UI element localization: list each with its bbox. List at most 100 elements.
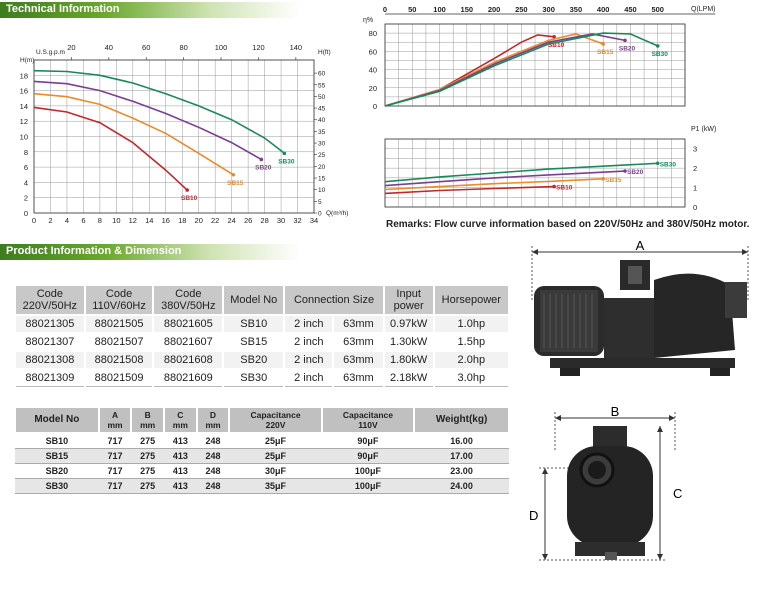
series-line <box>384 185 555 195</box>
table-cell: 88021605 <box>152 314 225 334</box>
table-cell: 88021609 <box>152 368 225 387</box>
series-line <box>384 32 659 107</box>
header-text: Model No <box>34 414 80 425</box>
y-tick-label: 2 <box>693 164 697 173</box>
table-cell: 88021308 <box>14 350 86 370</box>
series-end-marker <box>259 157 264 162</box>
banner-title: Technical Information <box>6 3 120 15</box>
header-text: 220V/50Hz <box>22 300 78 312</box>
series-end-marker <box>655 44 660 48</box>
series-end-marker <box>623 169 627 173</box>
banner-title: Product Information & Dimension <box>6 245 182 257</box>
x-tick-label: 100 <box>433 5 446 14</box>
table-cell: 23.00 <box>414 463 509 479</box>
secondary-y-tick-label: 30 <box>318 141 326 148</box>
y-axis-label: P1 (kW) <box>691 126 716 133</box>
y-tick-label: 0 <box>693 203 697 212</box>
column-header: Code 220V/50Hz <box>14 284 86 316</box>
series-line <box>33 80 262 161</box>
product-information-banner: Product Information & Dimension <box>0 244 300 260</box>
table-cell: 17.00 <box>414 448 509 464</box>
x-tick-label: 10 <box>112 216 120 225</box>
table-cell: 90μF <box>321 433 415 449</box>
series-end-marker <box>601 177 605 181</box>
column-header: Horsepower <box>432 284 511 316</box>
table-cell: 63mm <box>332 314 385 334</box>
table-cell: 1.0hp <box>432 314 511 334</box>
table-cell: 413 <box>164 463 197 479</box>
table-cell: 63mm <box>332 368 385 387</box>
series-label: SB15 <box>597 49 614 56</box>
table-cell: 30μF <box>229 463 322 479</box>
x-tick-label: 12 <box>129 216 137 225</box>
series-label: SB15 <box>227 180 244 187</box>
table-row: SB15 717 275 413 248 25μF 90μF 17.00 <box>15 448 509 464</box>
head-flow-chart: 0 2 4 6 8 10 12 14 16 18 20 22 24 26 28 30 32 34Q(m³/h)02… <box>20 43 349 225</box>
y-tick-label: 10 <box>20 133 28 142</box>
y-tick-label: 60 <box>369 47 377 56</box>
table-cell: 248 <box>196 478 230 494</box>
power-chart: 0 1 2 3 P1 (kW) SB10 SB15 SB20 SB30 <box>384 126 716 212</box>
y-tick-label: 3 <box>693 145 697 154</box>
header-text: Code <box>105 288 133 300</box>
secondary-x-tick-label: 100 <box>215 43 228 52</box>
series-end-marker <box>185 188 189 192</box>
x-tick-label: 26 <box>244 216 252 225</box>
dimension-a-label: A <box>636 240 645 253</box>
table-cell: 275 <box>131 463 165 479</box>
series-line <box>384 34 555 107</box>
header-text: A <box>111 410 119 420</box>
table-cell: 63mm <box>332 350 385 370</box>
header-text: Capacitance <box>342 410 393 420</box>
secondary-y-tick-label: 55 <box>318 82 326 89</box>
y-tick-label: 1 <box>693 184 697 193</box>
table-row: SB30 717 275 413 248 35μF 100μF 24.00 <box>15 478 509 494</box>
secondary-x-tick-label: 40 <box>105 43 113 52</box>
x-tick-label: 400 <box>597 5 610 14</box>
secondary-y-tick-label: 50 <box>318 94 326 101</box>
header-text: 380V/50Hz <box>161 300 216 312</box>
table-cell: 88021509 <box>83 368 155 387</box>
header-text: Code <box>36 288 63 300</box>
secondary-y-tick-label: 25 <box>318 152 326 159</box>
series-line <box>33 106 188 191</box>
table-cell: 717 <box>98 478 132 494</box>
y-tick-label: 80 <box>369 29 377 38</box>
y-tick-label: 0 <box>24 209 28 218</box>
secondary-y-tick-label: 45 <box>318 106 326 113</box>
header-text: power <box>393 300 424 312</box>
column-header: Weight(kg) <box>413 406 510 434</box>
x-tick-label: 250 <box>515 5 528 14</box>
table-cell: 275 <box>131 478 165 494</box>
table-cell: 413 <box>164 433 197 449</box>
column-header: Input power <box>382 284 435 316</box>
secondary-y-tick-label: 35 <box>318 129 326 136</box>
header-text: Weight(kg) <box>435 414 488 425</box>
series-label: SB10 <box>181 195 198 202</box>
table-cell: 275 <box>131 433 165 449</box>
table-cell: 90μF <box>321 448 415 464</box>
table-cell: 88021607 <box>152 332 225 352</box>
header-text: mm <box>107 420 123 430</box>
x-tick-label: 22 <box>211 216 219 225</box>
series-line <box>384 178 604 191</box>
y-tick-label: 4 <box>24 178 28 187</box>
series-label: SB20 <box>255 164 272 171</box>
series-label: SB10 <box>548 42 565 49</box>
x-tick-label: 300 <box>542 5 555 14</box>
plot-frame <box>384 23 686 107</box>
table-cell: 3.0hp <box>432 368 511 387</box>
series-end-marker <box>655 161 660 166</box>
x-tick-label: 2 <box>48 216 52 225</box>
dimension-d-label: D <box>529 508 538 523</box>
y-tick-label: 6 <box>24 163 28 172</box>
series-end-marker <box>623 38 627 43</box>
series-label: SB15 <box>605 177 622 184</box>
secondary-x-tick-label: 140 <box>290 43 303 52</box>
column-header: Model No <box>222 284 286 316</box>
table-cell: 25μF <box>229 448 322 464</box>
table-row: 88021309 88021509 88021609 SB30 2 inch 63mm 2.… <box>14 368 511 387</box>
